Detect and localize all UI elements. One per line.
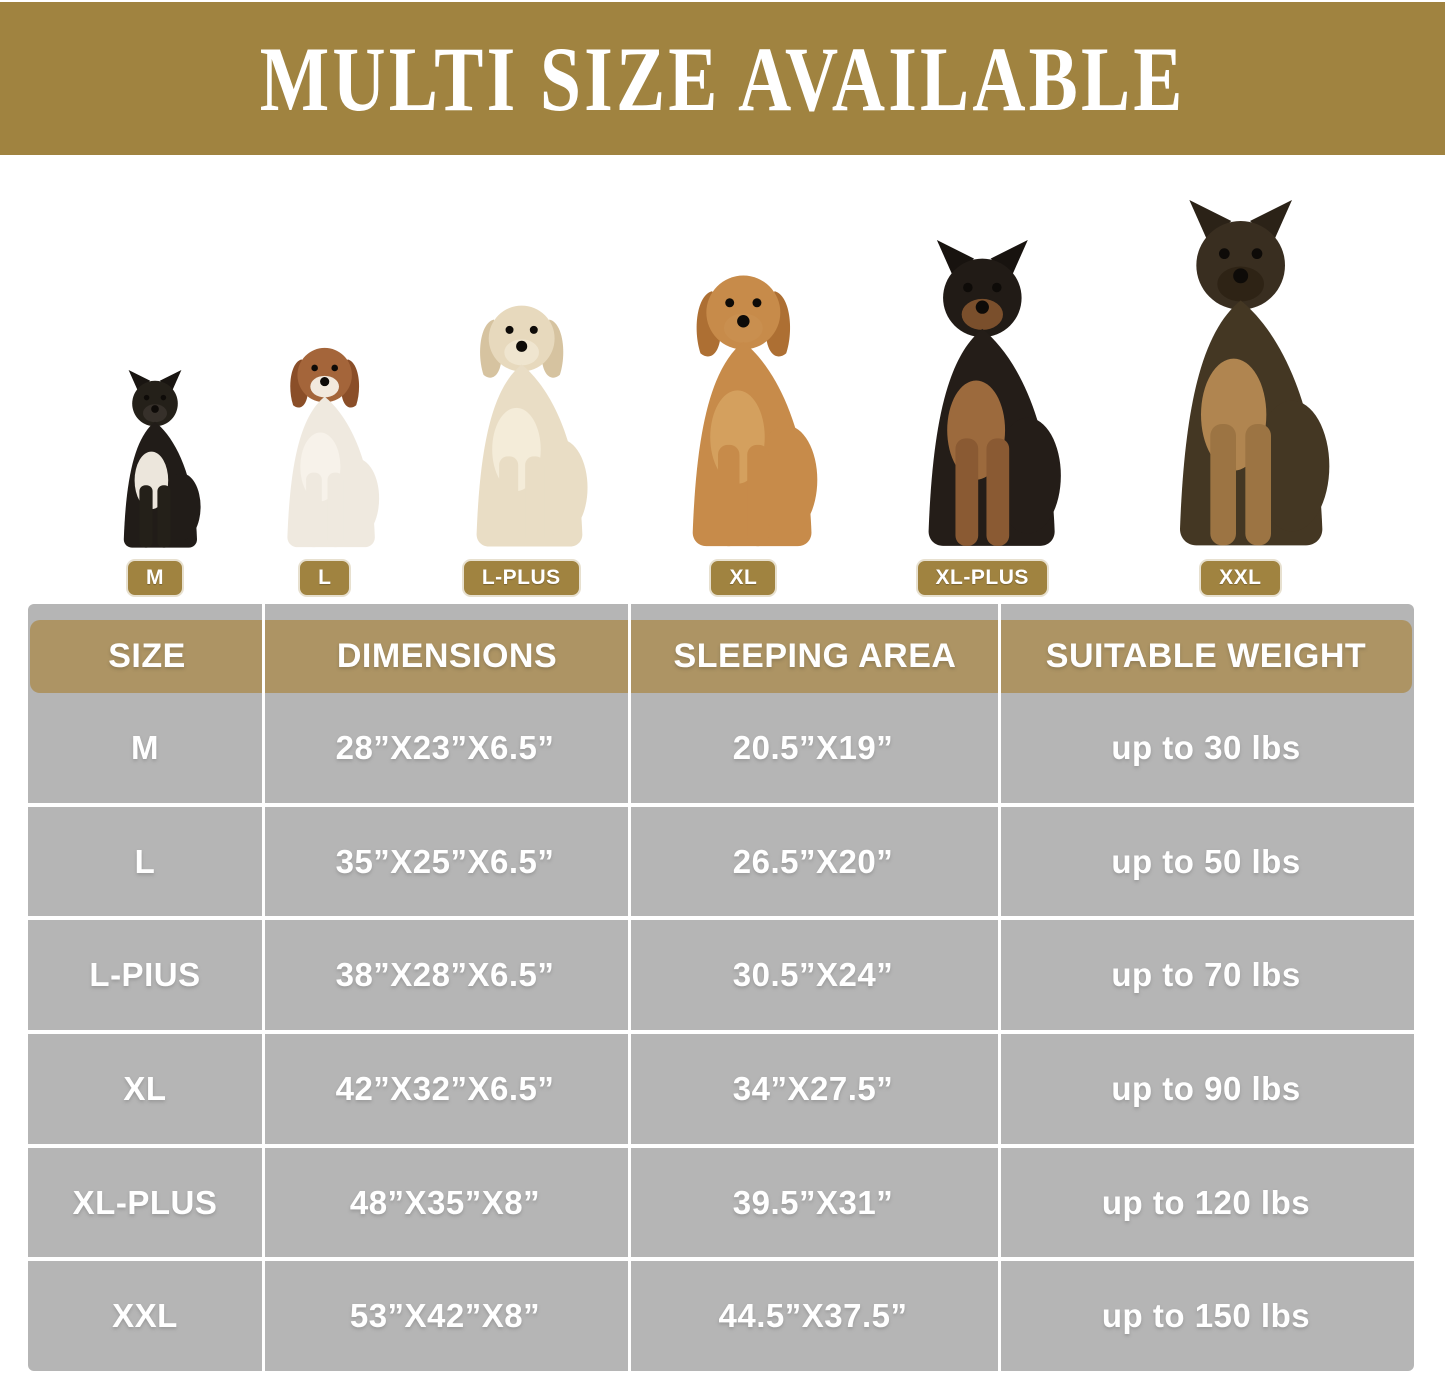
cell-dimensions: 42”X32”X6.5”: [335, 1069, 555, 1107]
table-row-m: M 28”X23”X6.5” 20.5”X19” up to 30 lbs: [28, 693, 1414, 803]
cell-suitable-weight: up to 70 lbs: [1111, 956, 1301, 994]
column-header-dimensions: DIMENSIONS: [336, 637, 558, 675]
french-bulldog-icon: [123, 370, 201, 548]
table-row-l-plus: L-PIUS 38”X28”X6.5” 30.5”X24” up to 70 l…: [28, 916, 1414, 1030]
size-badge-xl: XL: [709, 559, 778, 597]
cell-dimensions: 35”X25”X6.5”: [335, 842, 555, 880]
cell-suitable-weight: up to 120 lbs: [1101, 1183, 1311, 1221]
size-badge-l: L: [298, 559, 352, 597]
size-badge-xxl: XXL: [1199, 559, 1282, 597]
dog-column-l: L: [253, 335, 396, 597]
cell-size: L: [134, 842, 156, 880]
cream-retriever-icon: [476, 305, 588, 547]
doberman-icon: [928, 240, 1061, 546]
size-badge-l-plus: L-PLUS: [461, 559, 581, 597]
table-row-l: L 35”X25”X6.5” 26.5”X20” up to 50 lbs: [28, 802, 1414, 917]
golden-retriever-icon: [692, 275, 818, 547]
cell-suitable-weight: up to 150 lbs: [1101, 1297, 1311, 1335]
cell-sleeping-area: 39.5”X31”: [732, 1183, 894, 1221]
cell-suitable-weight: up to 50 lbs: [1111, 842, 1301, 880]
column-header-suitable-weight: SUITABLE WEIGHT: [1045, 637, 1367, 675]
table-row-xxl: XXL 53”X42”X8” 44.5”X37.5” up to 150 lbs: [28, 1257, 1414, 1371]
cell-sleeping-area: 34”X27.5”: [732, 1069, 894, 1107]
cell-sleeping-area: 44.5”X37.5”: [718, 1297, 908, 1335]
cell-sleeping-area: 26.5”X20”: [732, 842, 894, 880]
table-header-row: SIZE DIMENSIONS SLEEPING AREA SUITABLE W…: [30, 620, 1412, 693]
table-body: M 28”X23”X6.5” 20.5”X19” up to 30 lbs L …: [28, 693, 1414, 1371]
column-header-size: SIZE: [108, 637, 186, 675]
cell-size: XXL: [112, 1297, 178, 1335]
dog-column-m: M: [95, 370, 215, 597]
banner: MULTI SIZE AVAILABLE: [0, 2, 1445, 155]
size-table: SIZE DIMENSIONS SLEEPING AREA SUITABLE W…: [28, 604, 1414, 1371]
cell-size: XL-PLUS: [72, 1183, 218, 1221]
column-divider: [998, 604, 1001, 1371]
cell-dimensions: 48”X35”X8”: [349, 1183, 541, 1221]
dog-size-lineup: M L: [95, 200, 1357, 597]
dog-column-l-plus: L-PLUS: [435, 290, 608, 597]
dog-column-xxl: XXL: [1124, 200, 1357, 597]
column-divider: [262, 604, 265, 1371]
dog-column-xl: XL: [646, 258, 841, 597]
cell-dimensions: 53”X42”X8”: [349, 1297, 541, 1335]
cell-suitable-weight: up to 30 lbs: [1111, 728, 1301, 766]
column-header-sleeping-area: SLEEPING AREA: [673, 637, 957, 675]
beagle-icon: [287, 347, 380, 548]
cell-suitable-weight: up to 90 lbs: [1111, 1069, 1301, 1107]
cell-size: XL: [123, 1069, 167, 1107]
size-badge-xl-plus: XL-PLUS: [915, 559, 1049, 597]
dog-column-xl-plus: XL-PLUS: [879, 240, 1086, 597]
cell-sleeping-area: 30.5”X24”: [732, 956, 894, 994]
table-row-xl: XL 42”X32”X6.5” 34”X27.5” up to 90 lbs: [28, 1030, 1414, 1144]
cell-dimensions: 28”X23”X6.5”: [335, 728, 555, 766]
column-divider: [628, 604, 631, 1371]
cell-size: M: [131, 728, 159, 766]
page-title: MULTI SIZE AVAILABLE: [259, 27, 1186, 130]
cell-dimensions: 38”X28”X6.5”: [335, 956, 555, 994]
size-badge-m: M: [126, 559, 184, 597]
german-shepherd-icon: [1179, 200, 1330, 546]
cell-size: L-PIUS: [89, 956, 201, 994]
table-row-xl-plus: XL-PLUS 48”X35”X8” 39.5”X31” up to 120 l…: [28, 1143, 1414, 1258]
cell-sleeping-area: 20.5”X19”: [732, 728, 894, 766]
